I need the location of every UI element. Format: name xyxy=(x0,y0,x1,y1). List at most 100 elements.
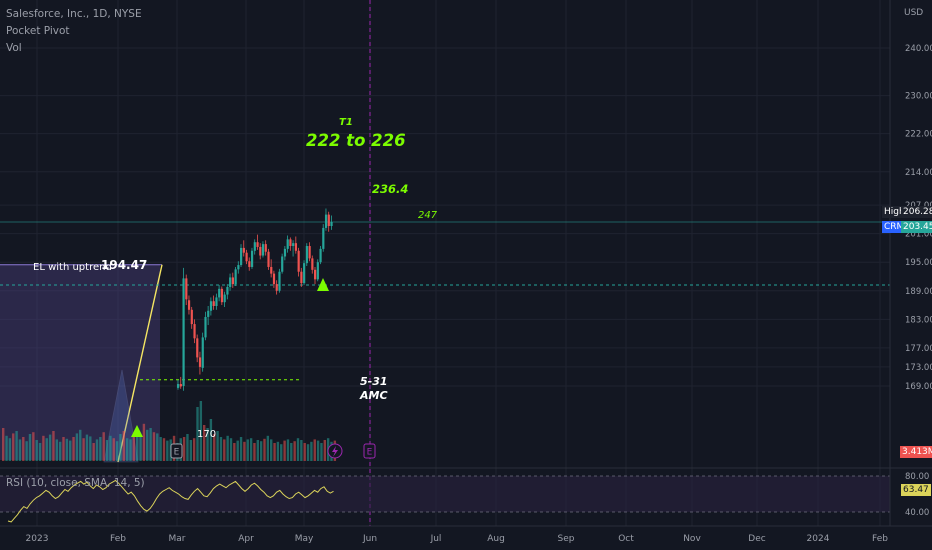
time-tick-label: 2023 xyxy=(26,534,49,544)
volume-bar xyxy=(273,443,276,461)
volume-bar xyxy=(28,434,32,461)
el-zone xyxy=(0,264,160,460)
fib-line xyxy=(117,264,163,463)
volume-bar xyxy=(310,441,313,461)
volume-bar xyxy=(186,434,189,461)
time-tick-label: Oct xyxy=(618,534,634,544)
time-tick-label: Sep xyxy=(558,534,575,544)
candle-body xyxy=(319,248,322,263)
time-tick-label: Feb xyxy=(872,534,888,544)
candle-body xyxy=(223,294,226,303)
pocket-pivot-marker xyxy=(317,278,329,291)
volume-bar xyxy=(125,438,129,461)
t1-label: T1 xyxy=(339,117,353,128)
rsi-value-box: 63.47 xyxy=(901,484,931,496)
candle-body xyxy=(250,250,254,267)
volume-bar xyxy=(259,441,263,461)
candle-body xyxy=(270,266,273,274)
earnings-date-label: 5-31 xyxy=(360,375,388,388)
volume-bar xyxy=(293,441,296,461)
volume-bar xyxy=(79,429,82,461)
candle-body xyxy=(289,239,292,247)
rsi-label: RSI (10, close, SMA, 14, 5) xyxy=(6,477,145,489)
candles xyxy=(177,208,333,391)
candle-body xyxy=(229,277,232,287)
high-tag: High xyxy=(882,206,907,218)
last-price-box: 203.45 xyxy=(901,221,932,233)
volume-label: Vol xyxy=(6,42,22,54)
volume-bar xyxy=(142,423,146,461)
candle-body xyxy=(314,269,317,280)
candle-body xyxy=(253,242,256,251)
candle-body xyxy=(305,246,308,264)
time-tick-label: May xyxy=(295,534,314,544)
candle-body xyxy=(303,263,306,284)
volume-bar xyxy=(323,440,326,461)
volume-bar xyxy=(72,437,75,461)
candle-body xyxy=(187,300,191,310)
candle-body xyxy=(198,357,202,367)
time-tick-label: Aug xyxy=(487,534,505,544)
volume-bar xyxy=(192,438,196,461)
volume-bar xyxy=(2,428,5,461)
volume-bar xyxy=(109,435,112,461)
volume-bar xyxy=(75,433,79,461)
volume-bar xyxy=(236,440,239,461)
volume-bar xyxy=(58,441,62,461)
symbol-tag: CRM xyxy=(882,221,907,233)
candle-body xyxy=(283,248,287,257)
candle-body xyxy=(237,265,240,270)
volume-bar xyxy=(189,440,192,461)
volume-bar xyxy=(229,438,233,461)
high-value-box: 206.28 xyxy=(901,206,932,218)
candle-body xyxy=(300,271,303,284)
price-tick-label: 183.00 xyxy=(905,315,932,325)
volume-bar xyxy=(263,438,266,461)
candle-body xyxy=(190,309,193,325)
volume-bar xyxy=(162,438,166,461)
candle-body xyxy=(196,338,199,358)
earnings-marker-past xyxy=(170,443,183,459)
time-tick-label: Feb xyxy=(110,534,126,544)
volume-bar xyxy=(89,436,92,461)
candle-body xyxy=(256,242,259,247)
candle-body xyxy=(286,239,289,249)
volume-bar xyxy=(152,432,156,461)
candle-body xyxy=(240,247,243,266)
volume-bar xyxy=(139,437,142,461)
volume-bar xyxy=(69,440,72,461)
candle-body xyxy=(259,246,262,256)
volume-bar xyxy=(12,433,15,461)
volume-bar xyxy=(219,437,223,461)
el-wedge xyxy=(103,369,139,463)
candle-body xyxy=(267,251,270,267)
volume-bar xyxy=(48,434,52,461)
volume-bar xyxy=(199,401,203,461)
volume-bar xyxy=(38,443,42,461)
candle-body xyxy=(220,288,224,303)
candle-body xyxy=(226,286,229,295)
price-tick-label: 222.00 xyxy=(905,130,932,140)
candle-body xyxy=(234,269,237,285)
volume-bar xyxy=(270,439,273,461)
volume-bar xyxy=(203,425,206,461)
volume-bar xyxy=(22,437,25,461)
volume-bar xyxy=(146,429,149,461)
candle-body xyxy=(294,243,298,251)
volume-bar xyxy=(99,437,102,461)
time-tick-label: Nov xyxy=(683,534,701,544)
candle-body xyxy=(292,243,295,247)
volume-bar xyxy=(8,438,12,461)
volume-bar xyxy=(159,437,162,461)
volume-bar xyxy=(286,439,290,461)
price-tick-label: 189.00 xyxy=(905,287,932,297)
candle-body xyxy=(311,258,314,270)
candle-body xyxy=(248,261,251,267)
volume-bar xyxy=(182,437,186,461)
volume-bar xyxy=(276,441,280,461)
price-tick-label: 177.00 xyxy=(905,344,932,354)
time-tick-label: 2024 xyxy=(807,534,830,544)
candle-body xyxy=(207,310,210,317)
volume-bar xyxy=(196,407,199,461)
